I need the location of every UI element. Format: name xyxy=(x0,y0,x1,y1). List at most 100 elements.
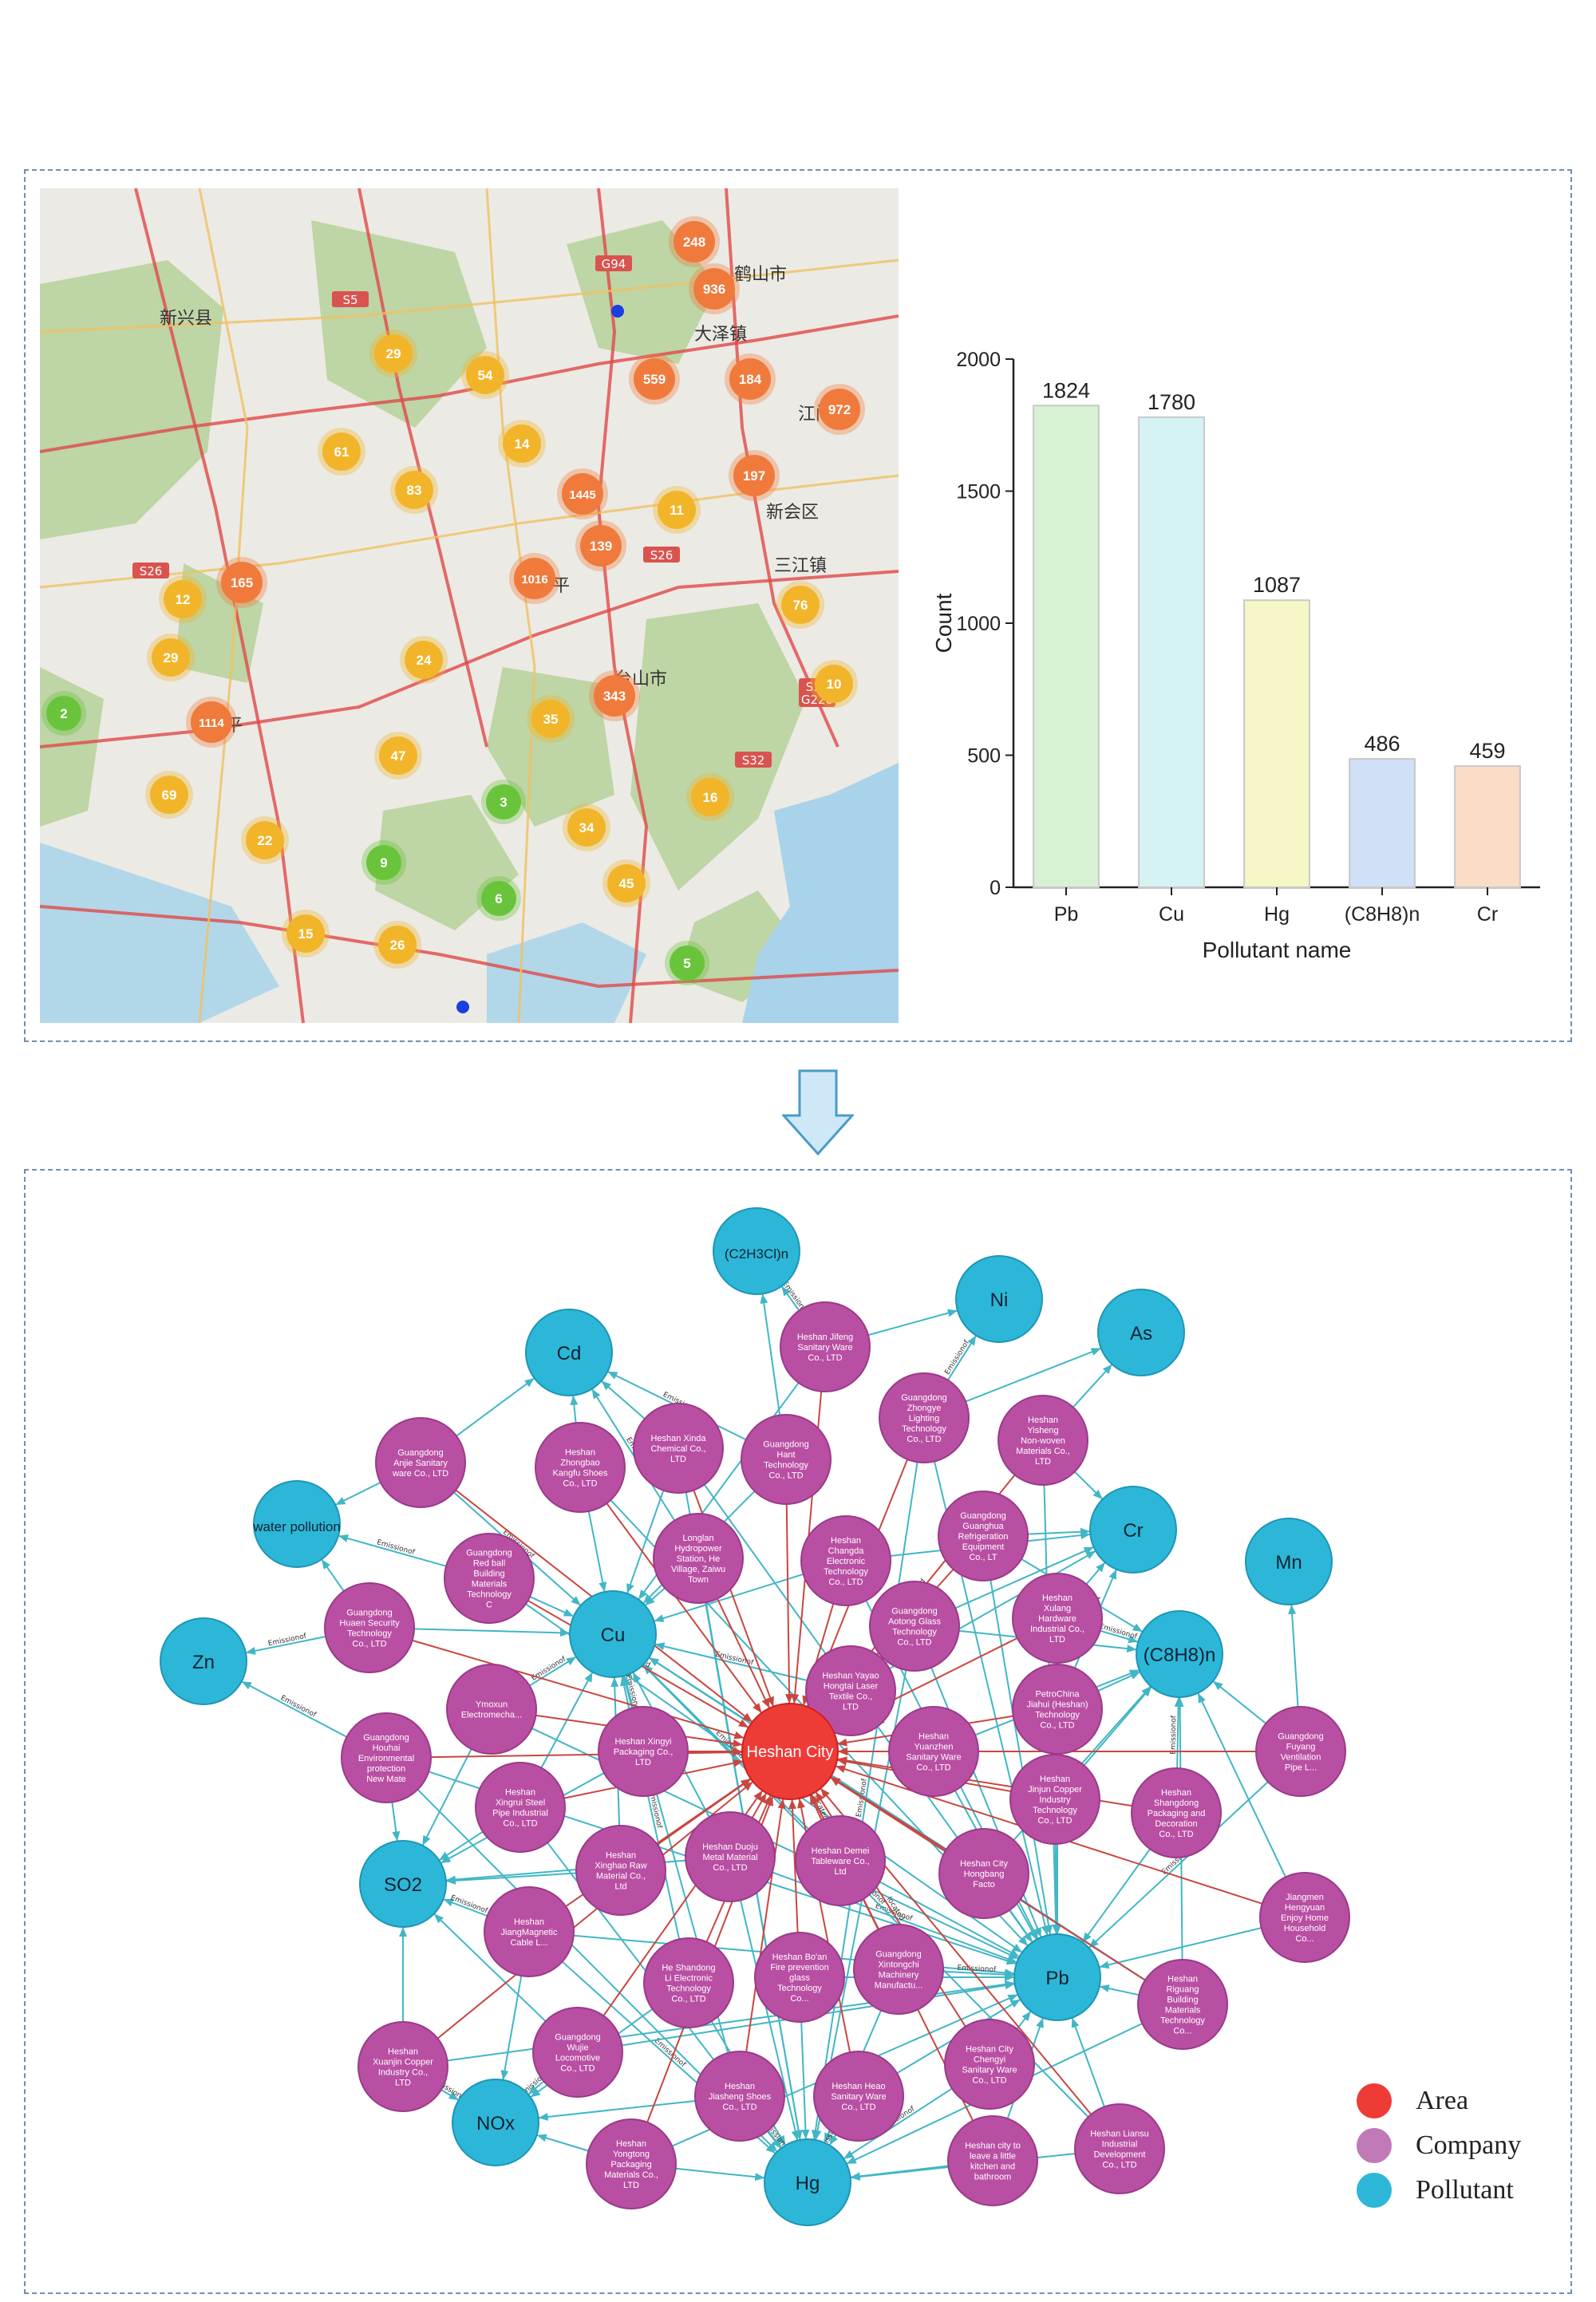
map-cluster-marker[interactable]: 1114 xyxy=(186,697,237,748)
pollutant-node[interactable]: (C8H8)n xyxy=(1136,1610,1223,1698)
pollutant-node[interactable]: NOx xyxy=(452,2079,539,2166)
pollutant-node[interactable]: Hg xyxy=(764,2138,851,2226)
map-cluster-marker[interactable]: 9 xyxy=(361,840,406,885)
map-cluster-marker[interactable]: 2 xyxy=(41,691,86,736)
company-node[interactable]: HeshanRiguangBuildingMaterialsTechnology… xyxy=(1137,1959,1228,2050)
map-cluster-marker[interactable]: 47 xyxy=(374,732,422,780)
knowledge-graph[interactable]: Emissionof Emissionof Emissionof Emissionof… xyxy=(0,1169,1596,2294)
pollutant-node[interactable]: Mn xyxy=(1245,1518,1333,1605)
map-cluster-marker[interactable]: 45 xyxy=(602,859,650,907)
pollutant-node[interactable]: water pollution xyxy=(252,1480,341,1568)
map-cluster-marker[interactable]: 184 xyxy=(725,353,776,405)
map-cluster-marker[interactable]: 15 xyxy=(282,910,330,958)
map-cluster-marker[interactable]: 35 xyxy=(527,695,575,743)
map-cluster-marker[interactable]: 76 xyxy=(776,581,824,629)
map-cluster-marker[interactable]: 22 xyxy=(241,816,289,864)
map-cluster-marker[interactable]: 6 xyxy=(476,876,521,921)
map-cluster-marker[interactable]: 26 xyxy=(373,921,421,969)
map-cluster-marker[interactable]: 343 xyxy=(589,670,640,721)
map-cluster-marker[interactable]: 972 xyxy=(814,384,865,435)
map-cluster-marker[interactable]: 11 xyxy=(653,486,701,534)
company-node[interactable]: YmoxunElectromecha... xyxy=(446,1664,537,1755)
pollutant-node[interactable]: Pb xyxy=(1013,1933,1101,2021)
company-node[interactable]: GuangdongXintongchiMachineryManufactu... xyxy=(853,1924,944,2015)
pollutant-node[interactable]: Cu xyxy=(569,1590,657,1678)
pollutant-node[interactable]: (C2H3Cl)n xyxy=(713,1207,800,1295)
map-cluster-marker[interactable]: 5 xyxy=(665,941,709,985)
company-node[interactable]: GuangdongHouhaiEnvironmentalprotectionNe… xyxy=(341,1712,432,1803)
pollutant-node[interactable]: Zn xyxy=(160,1617,247,1705)
map-cluster-marker[interactable]: 24 xyxy=(400,636,448,684)
map-point-marker[interactable] xyxy=(611,305,624,318)
map-cluster-marker[interactable]: 10 xyxy=(810,660,858,708)
map-cluster-marker[interactable]: 16 xyxy=(686,773,734,821)
pollution-map[interactable]: 新兴县江门市鹤山市新会区开平台山市恩平大泽镇三江镇G94S5S26S26S32G… xyxy=(40,188,899,1023)
map-cluster-marker[interactable]: 12 xyxy=(159,575,207,623)
map-cluster-marker[interactable]: 83 xyxy=(390,466,438,514)
map-cluster-marker[interactable]: 248 xyxy=(669,216,720,267)
pollutant-node[interactable]: Cr xyxy=(1089,1486,1177,1573)
map-cluster-marker[interactable]: 165 xyxy=(216,557,267,608)
map-point-marker[interactable] xyxy=(456,1001,469,1013)
pollutant-node[interactable]: As xyxy=(1097,1289,1185,1376)
pollutant-node[interactable]: Ni xyxy=(955,1255,1043,1343)
map-cluster-marker[interactable]: 69 xyxy=(145,771,193,819)
legend-area-swatch xyxy=(1357,2083,1392,2118)
map-cluster-marker[interactable]: 61 xyxy=(318,428,365,476)
map-cluster-marker[interactable]: 54 xyxy=(461,351,509,399)
map-cluster-marker[interactable]: 559 xyxy=(629,353,680,405)
area-node-heshan[interactable]: Heshan City xyxy=(741,1703,839,1800)
company-node[interactable]: GuangdongGuanghuaRefrigerationEquipmentC… xyxy=(938,1491,1029,1581)
map-cluster-marker[interactable]: 14 xyxy=(498,420,546,468)
map-cluster-marker[interactable]: 34 xyxy=(563,804,610,851)
map-cluster-marker[interactable]: 1445 xyxy=(557,468,608,519)
map-cluster-marker[interactable]: 197 xyxy=(729,450,780,501)
map-cluster-marker[interactable]: 139 xyxy=(575,520,626,571)
map-cluster-marker[interactable]: 29 xyxy=(369,330,417,377)
pollutant-node[interactable]: Cd xyxy=(525,1309,613,1396)
map-cluster-marker[interactable]: 3 xyxy=(481,780,526,824)
map-cluster-marker[interactable]: 936 xyxy=(689,263,740,314)
graph-edge xyxy=(683,1747,742,1755)
map-cluster-marker[interactable]: 1016 xyxy=(509,553,560,604)
pollutant-node[interactable]: SO2 xyxy=(359,1840,447,1928)
map-cluster-marker[interactable]: 29 xyxy=(147,634,195,681)
